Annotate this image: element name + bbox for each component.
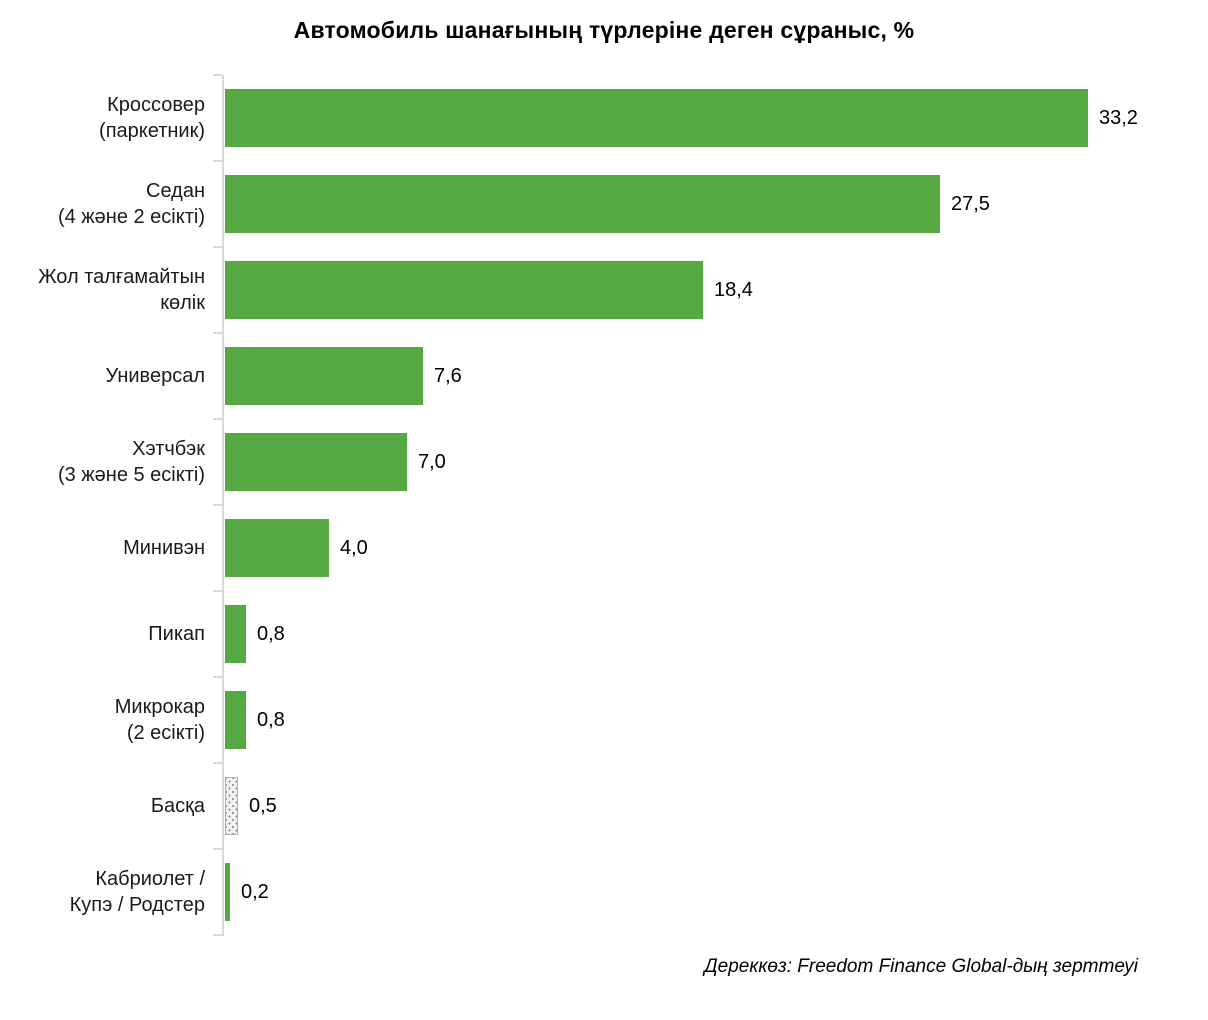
bar-row: Универсал 7,6 bbox=[0, 333, 1208, 419]
bar-zone: 27,5 bbox=[225, 161, 990, 247]
category-label: Кроссовер (паркетник) bbox=[99, 94, 205, 142]
category-label: Пикап bbox=[148, 623, 205, 645]
bar-zone: 4,0 bbox=[225, 505, 368, 591]
bar-row: Кроссовер (паркетник) 33,2 bbox=[0, 75, 1208, 161]
axis-tick bbox=[213, 848, 222, 850]
value-label: 7,0 bbox=[418, 450, 446, 473]
axis-tick bbox=[213, 590, 222, 592]
bar bbox=[225, 175, 940, 233]
category-label: Басқа bbox=[150, 795, 205, 817]
bar-zone: 0,8 bbox=[225, 677, 285, 763]
bar-row: Седан (4 және 2 есікті) 27,5 bbox=[0, 161, 1208, 247]
axis-tick bbox=[213, 246, 222, 248]
bar-row: Кабриолет / Купэ / Родстер 0,2 bbox=[0, 849, 1208, 935]
bar bbox=[225, 863, 230, 921]
bar-zone: 0,8 bbox=[225, 591, 285, 677]
value-label: 33,2 bbox=[1099, 106, 1138, 129]
axis-tick bbox=[213, 676, 222, 678]
axis-tick bbox=[213, 762, 222, 764]
axis-tick bbox=[213, 504, 222, 506]
bar-row: Пикап 0,8 bbox=[0, 591, 1208, 677]
value-label: 0,8 bbox=[257, 708, 285, 731]
category-axis-line bbox=[222, 75, 224, 936]
bar bbox=[225, 261, 703, 319]
value-label: 0,8 bbox=[257, 622, 285, 645]
axis-tick bbox=[213, 74, 222, 76]
category-label: Минивэн bbox=[123, 537, 205, 559]
bar-rows: Кроссовер (паркетник) 33,2 Седан (4 және… bbox=[0, 75, 1208, 935]
bar-row: Минивэн 4,0 bbox=[0, 505, 1208, 591]
axis-tick bbox=[213, 332, 222, 334]
category-label: Жол талғамайтын көлік bbox=[38, 266, 205, 314]
value-label: 7,6 bbox=[434, 364, 462, 387]
bar bbox=[225, 347, 423, 405]
value-label: 0,5 bbox=[249, 794, 277, 817]
category-label: Седан (4 және 2 есікті) bbox=[57, 180, 205, 228]
bar-row: Хэтчбэк (3 және 5 есікті) 7,0 bbox=[0, 419, 1208, 505]
axis-tick bbox=[213, 418, 222, 420]
bar bbox=[225, 777, 238, 835]
category-label: Микрокар (2 есікті) bbox=[114, 696, 205, 744]
category-label: Кабриолет / Купэ / Родстер bbox=[69, 868, 205, 916]
bar-zone: 0,2 bbox=[225, 849, 269, 935]
bar-row: Басқа 0,5 bbox=[0, 763, 1208, 849]
value-label: 18,4 bbox=[714, 278, 753, 301]
source-note: Дереккөз: Freedom Finance Global-дың зер… bbox=[704, 956, 1138, 977]
bar-zone: 0,5 bbox=[225, 763, 277, 849]
bar bbox=[225, 433, 407, 491]
bar bbox=[225, 605, 246, 663]
bar bbox=[225, 89, 1088, 147]
category-label: Универсал bbox=[105, 365, 205, 387]
axis-tick bbox=[213, 934, 222, 936]
value-label: 4,0 bbox=[340, 536, 368, 559]
bar-zone: 7,6 bbox=[225, 333, 462, 419]
value-label: 0,2 bbox=[241, 880, 269, 903]
bar-zone: 18,4 bbox=[225, 247, 753, 333]
bar-chart: Кроссовер (паркетник) 33,2 Седан (4 және… bbox=[0, 74, 1208, 937]
axis-tick bbox=[213, 160, 222, 162]
bar-row: Жол талғамайтын көлік 18,4 bbox=[0, 247, 1208, 333]
chart-title: Автомобиль шанағының түрлеріне деген сұр… bbox=[293, 17, 915, 43]
bar-zone: 33,2 bbox=[225, 75, 1138, 161]
bar bbox=[225, 691, 246, 749]
value-label: 27,5 bbox=[951, 192, 990, 215]
bar-zone: 7,0 bbox=[225, 419, 446, 505]
category-label: Хэтчбэк (3 және 5 есікті) bbox=[57, 438, 205, 486]
bar-row: Микрокар (2 есікті) 0,8 bbox=[0, 677, 1208, 763]
bar bbox=[225, 519, 329, 577]
